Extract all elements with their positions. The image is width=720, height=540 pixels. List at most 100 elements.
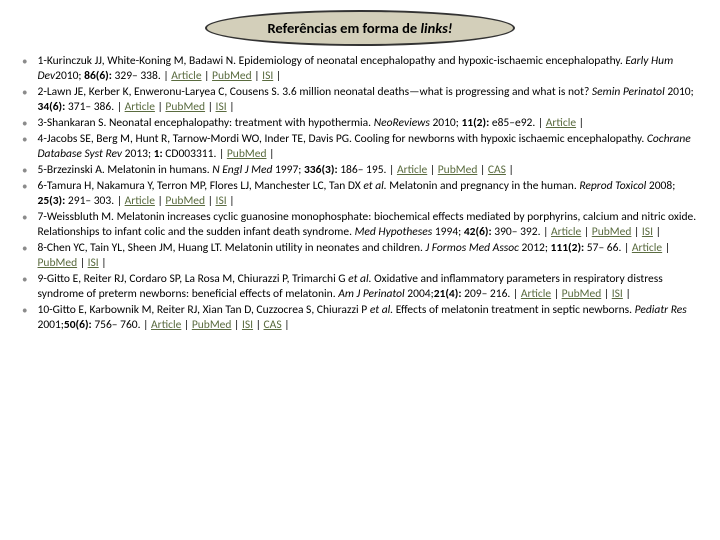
ref-title: Melatonin in humans.: [105, 163, 212, 177]
ref-authors: Jacobs SE, Berg M, Hunt R, Tarnow-Mordi …: [47, 132, 352, 146]
ref-volume: 42(6):: [464, 225, 492, 239]
ref-authors: Lawn JE, Kerber K, Enweronu-Laryea C, Co…: [47, 85, 280, 99]
ref-number: 3-: [37, 116, 46, 130]
article-link[interactable]: Article: [151, 318, 181, 332]
title-italic: links!: [420, 19, 452, 37]
isi-link[interactable]: ISI: [88, 256, 99, 270]
bullet-icon: •: [22, 180, 27, 194]
ref-number: 10-: [37, 303, 52, 317]
ref-journal: Am J Perinatol: [338, 287, 404, 301]
ref-year: 2013;: [122, 147, 154, 161]
ref-volume: 86(6):: [84, 69, 112, 83]
ref-journal: Semin Perinatol: [592, 85, 665, 99]
ref-authors: Brzezinski A.: [47, 163, 105, 177]
ref-title: Epidemiology of neonatal encephalopathy …: [236, 54, 625, 68]
ref-title: Neonatal encephalopathy: treatment with …: [106, 116, 373, 130]
bullet-icon: •: [22, 164, 27, 178]
isi-link[interactable]: ISI: [216, 194, 227, 208]
reference-item: • 10-Gitto E, Karbownik M, Reiter RJ, Xia…: [22, 303, 698, 333]
reference-item: •8-Chen YC, Tain YL, Sheen JM, Huang LT.…: [22, 241, 698, 271]
ref-title: 3.6 million neonatal deaths—what is prog…: [280, 85, 592, 99]
pubmed-link[interactable]: PubMed: [192, 318, 232, 332]
ref-authors: Weissbluth M.: [47, 210, 114, 224]
ref-authors: Gitto E, Reiter RJ, Cordaro SP, La Rosa …: [47, 272, 346, 286]
pubmed-link[interactable]: PubMed: [227, 147, 267, 161]
ref-year: 1994;: [432, 225, 464, 239]
pubmed-link[interactable]: PubMed: [165, 194, 205, 208]
ref-pages: e85–e92.: [489, 116, 535, 130]
isi-link[interactable]: ISI: [262, 69, 273, 83]
reference-item: • 6-Tamura H, Nakamura Y, Terron MP, Flor…: [22, 179, 698, 209]
ref-pages: 57– 66.: [584, 241, 621, 255]
reference-item: • 2-Lawn JE, Kerber K, Enweronu-Laryea C,…: [22, 85, 698, 115]
reference-text: 8-Chen YC, Tain YL, Sheen JM, Huang LT. …: [37, 241, 698, 271]
ref-authors: Shankaran S.: [47, 116, 107, 130]
ref-volume: 50(6):: [64, 318, 92, 332]
bullet-icon: •: [22, 117, 27, 131]
pubmed-link[interactable]: PubMed: [37, 256, 77, 270]
bullet-icon: •: [22, 55, 27, 69]
pubmed-link[interactable]: PubMed: [438, 163, 478, 177]
ref-year: 2008;: [646, 179, 675, 193]
reference-text: 2-Lawn JE, Kerber K, Enweronu-Laryea C, …: [37, 85, 698, 115]
reference-item: • 7-Weissbluth M. Melatonin increases cyc…: [22, 210, 698, 240]
isi-link[interactable]: ISI: [216, 100, 227, 114]
pubmed-link[interactable]: PubMed: [212, 69, 252, 83]
ref-authors: Tamura H, Nakamura Y, Terron MP, Flores …: [47, 179, 361, 193]
reference-text: 3-Shankaran S. Neonatal encephalopathy: …: [37, 116, 698, 131]
ref-pages: 329– 338.: [112, 69, 161, 83]
ref-year: 1997;: [272, 163, 304, 177]
reference-text: 9-Gitto E, Reiter RJ, Cordaro SP, La Ros…: [37, 272, 698, 302]
bullet-icon: •: [22, 304, 27, 318]
ref-volume: 25(3):: [37, 194, 65, 208]
isi-link[interactable]: ISI: [242, 318, 253, 332]
ref-number: 6-: [37, 179, 46, 193]
reference-text: 6-Tamura H, Nakamura Y, Terron MP, Flore…: [37, 179, 698, 209]
bullet-icon: •: [22, 211, 27, 225]
ref-year: 2001;: [37, 318, 63, 332]
ref-number: 2-: [37, 85, 46, 99]
article-link[interactable]: Article: [125, 194, 155, 208]
article-link[interactable]: Article: [125, 100, 155, 114]
ref-year: 2010;: [665, 85, 694, 99]
reference-item: • 9-Gitto E, Reiter RJ, Cordaro SP, La Ro…: [22, 272, 698, 302]
ref-number: 1-: [37, 54, 46, 68]
article-link[interactable]: Article: [546, 116, 576, 130]
reference-text: 1-Kurinczuk JJ, White-Koning M, Badawi N…: [37, 54, 698, 84]
ref-journal: J Formos Med Assoc: [426, 241, 519, 255]
article-link[interactable]: Article: [521, 287, 551, 301]
ref-number: 8-: [37, 241, 46, 255]
pubmed-link[interactable]: PubMed: [562, 287, 602, 301]
references-list: • 1-Kurinczuk JJ, White-Koning M, Badawi …: [22, 54, 698, 334]
article-link[interactable]: Article: [397, 163, 427, 177]
ref-journal: NeoReviews: [374, 116, 430, 130]
isi-link[interactable]: ISI: [612, 287, 623, 301]
pubmed-link[interactable]: PubMed: [165, 100, 205, 114]
reference-text: 7-Weissbluth M. Melatonin increases cycl…: [37, 210, 698, 240]
ref-pages: 756– 760.: [92, 318, 141, 332]
bullet-icon: •: [22, 273, 27, 287]
bullet-icon: •: [22, 86, 27, 100]
reference-item: •5-Brzezinski A. Melatonin in humans. N …: [22, 163, 698, 178]
ref-title: Cooling for newborns with hypoxic ischae…: [352, 132, 647, 146]
ref-authors: Gitto E, Karbownik M, Reiter RJ, Xian Ta…: [53, 303, 368, 317]
ref-authors: Chen YC, Tain YL, Sheen JM, Huang LT.: [47, 241, 222, 255]
cas-link[interactable]: CAS: [264, 318, 282, 332]
ref-volume: 11(2):: [461, 116, 489, 130]
article-link[interactable]: Article: [171, 69, 201, 83]
article-link[interactable]: Article: [551, 225, 581, 239]
ref-number: 9-: [37, 272, 46, 286]
reference-item: •4-Jacobs SE, Berg M, Hunt R, Tarnow-Mor…: [22, 132, 698, 162]
article-link[interactable]: Article: [632, 241, 662, 255]
ref-journal: Med Hypotheses: [355, 225, 433, 239]
ref-authors: Kurinczuk JJ, White-Koning M, Badawi N.: [47, 54, 236, 68]
ref-volume: 111(2):: [551, 241, 585, 255]
pubmed-link[interactable]: PubMed: [592, 225, 632, 239]
cas-link[interactable]: CAS: [488, 163, 506, 177]
isi-link[interactable]: ISI: [642, 225, 653, 239]
ref-number: 5-: [37, 163, 46, 177]
reference-text: 10-Gitto E, Karbownik M, Reiter RJ, Xian…: [37, 303, 698, 333]
ref-year: 2010;: [55, 69, 84, 83]
ref-year: 2010;: [430, 116, 462, 130]
reference-text: 4-Jacobs SE, Berg M, Hunt R, Tarnow-Mord…: [37, 132, 698, 162]
